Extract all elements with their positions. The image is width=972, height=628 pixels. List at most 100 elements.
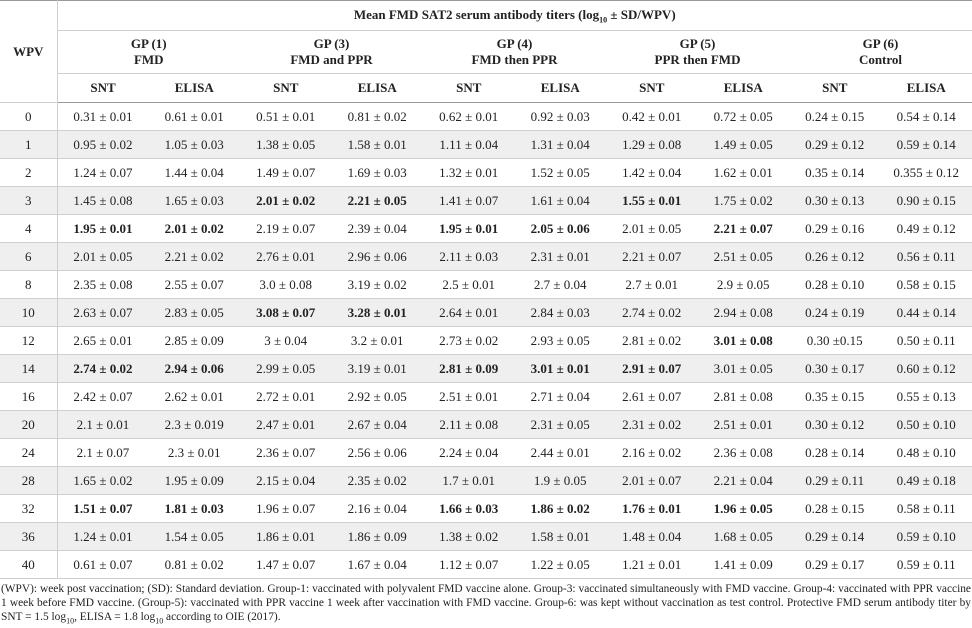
cell: 2.73 ± 0.02 — [423, 327, 515, 355]
cell: 0.58 ± 0.11 — [881, 495, 972, 523]
cell: 3.01 ± 0.01 — [515, 355, 607, 383]
cell: 3.2 ± 0.01 — [332, 327, 424, 355]
cell: 2.92 ± 0.05 — [332, 383, 424, 411]
cell: 0.50 ± 0.11 — [881, 327, 972, 355]
cell: 2.21 ± 0.04 — [698, 467, 790, 495]
wpv-cell: 14 — [0, 355, 57, 383]
cell: 2.51 ± 0.05 — [698, 243, 790, 271]
cell: 3.08 ± 0.07 — [240, 299, 332, 327]
cell: 2.72 ± 0.01 — [240, 383, 332, 411]
text: according to OIE (2017). — [163, 611, 280, 623]
wpv-cell: 2 — [0, 159, 57, 187]
cell: 2.74 ± 0.02 — [606, 299, 698, 327]
cell: 1.66 ± 0.03 — [423, 495, 515, 523]
cell: 1.51 ± 0.07 — [57, 495, 149, 523]
group-header: GP (6)Control — [789, 31, 972, 74]
data-table: WPV Mean FMD SAT2 serum antibody titers … — [0, 0, 972, 579]
group-label: PPR then FMD — [655, 52, 741, 67]
wpv-cell: 40 — [0, 551, 57, 579]
cell: 1.61 ± 0.04 — [515, 187, 607, 215]
cell: 2.11 ± 0.08 — [423, 411, 515, 439]
sub-header: ELISA — [149, 74, 241, 103]
cell: 2.16 ± 0.04 — [332, 495, 424, 523]
cell: 2.39 ± 0.04 — [332, 215, 424, 243]
group-label: FMD and PPR — [290, 52, 372, 67]
cell: 2.65 ± 0.01 — [57, 327, 149, 355]
cell: 1.7 ± 0.01 — [423, 467, 515, 495]
cell: 2.01 ± 0.05 — [606, 215, 698, 243]
cell: 3.19 ± 0.02 — [332, 271, 424, 299]
cell: 2.19 ± 0.07 — [240, 215, 332, 243]
cell: 2.01 ± 0.07 — [606, 467, 698, 495]
cell: 2.35 ± 0.08 — [57, 271, 149, 299]
cell: 2.76 ± 0.01 — [240, 243, 332, 271]
group-header: GP (3)FMD and PPR — [240, 31, 423, 74]
cell: 0.35 ± 0.15 — [789, 383, 881, 411]
group-label: Control — [859, 52, 902, 67]
cell: 2.31 ± 0.05 — [515, 411, 607, 439]
cell: 1.48 ± 0.04 — [606, 523, 698, 551]
cell: 0.61 ± 0.01 — [149, 103, 241, 131]
cell: 2.3 ± 0.01 — [149, 439, 241, 467]
cell: 0.29 ± 0.17 — [789, 551, 881, 579]
corner-header: WPV — [0, 1, 57, 103]
cell: 2.1 ± 0.01 — [57, 411, 149, 439]
cell: 2.5 ± 0.01 — [423, 271, 515, 299]
cell: 0.29 ± 0.16 — [789, 215, 881, 243]
cell: 0.81 ± 0.02 — [332, 103, 424, 131]
cell: 1.32 ± 0.01 — [423, 159, 515, 187]
subscript: 10 — [155, 616, 163, 625]
cell: 2.99 ± 0.05 — [240, 355, 332, 383]
cell: 3 ± 0.04 — [240, 327, 332, 355]
cell: 2.31 ± 0.01 — [515, 243, 607, 271]
cell: 1.86 ± 0.09 — [332, 523, 424, 551]
cell: 1.86 ± 0.01 — [240, 523, 332, 551]
cell: 0.30 ± 0.13 — [789, 187, 881, 215]
cell: 2.05 ± 0.06 — [515, 215, 607, 243]
cell: 1.96 ± 0.07 — [240, 495, 332, 523]
cell: 2.91 ± 0.07 — [606, 355, 698, 383]
cell: 1.95 ± 0.01 — [57, 215, 149, 243]
cell: 2.62 ± 0.01 — [149, 383, 241, 411]
cell: 0.72 ± 0.05 — [698, 103, 790, 131]
cell: 1.45 ± 0.08 — [57, 187, 149, 215]
cell: 1.05 ± 0.03 — [149, 131, 241, 159]
wpv-cell: 36 — [0, 523, 57, 551]
cell: 2.36 ± 0.08 — [698, 439, 790, 467]
cell: 2.31 ± 0.02 — [606, 411, 698, 439]
cell: 1.24 ± 0.07 — [57, 159, 149, 187]
cell: 2.67 ± 0.04 — [332, 411, 424, 439]
cell: 2.56 ± 0.06 — [332, 439, 424, 467]
wpv-cell: 3 — [0, 187, 57, 215]
sub-header: ELISA — [332, 74, 424, 103]
cell: 0.49 ± 0.18 — [881, 467, 972, 495]
group-header: GP (5)PPR then FMD — [606, 31, 789, 74]
cell: 3.01 ± 0.05 — [698, 355, 790, 383]
cell: 1.69 ± 0.03 — [332, 159, 424, 187]
cell: 2.63 ± 0.07 — [57, 299, 149, 327]
wpv-cell: 24 — [0, 439, 57, 467]
group-label: FMD — [134, 52, 164, 67]
cell: 0.30 ±0.15 — [789, 327, 881, 355]
cell: 2.96 ± 0.06 — [332, 243, 424, 271]
cell: 1.41 ± 0.09 — [698, 551, 790, 579]
cell: 2.36 ± 0.07 — [240, 439, 332, 467]
cell: 0.92 ± 0.03 — [515, 103, 607, 131]
cell: 1.29 ± 0.08 — [606, 131, 698, 159]
cell: 2.21 ± 0.05 — [332, 187, 424, 215]
group-label: FMD then PPR — [472, 52, 558, 67]
cell: 3.28 ± 0.01 — [332, 299, 424, 327]
cell: 1.21 ± 0.01 — [606, 551, 698, 579]
group-label: GP (3) — [314, 36, 350, 51]
cell: 1.12 ± 0.07 — [423, 551, 515, 579]
cell: 0.49 ± 0.12 — [881, 215, 972, 243]
